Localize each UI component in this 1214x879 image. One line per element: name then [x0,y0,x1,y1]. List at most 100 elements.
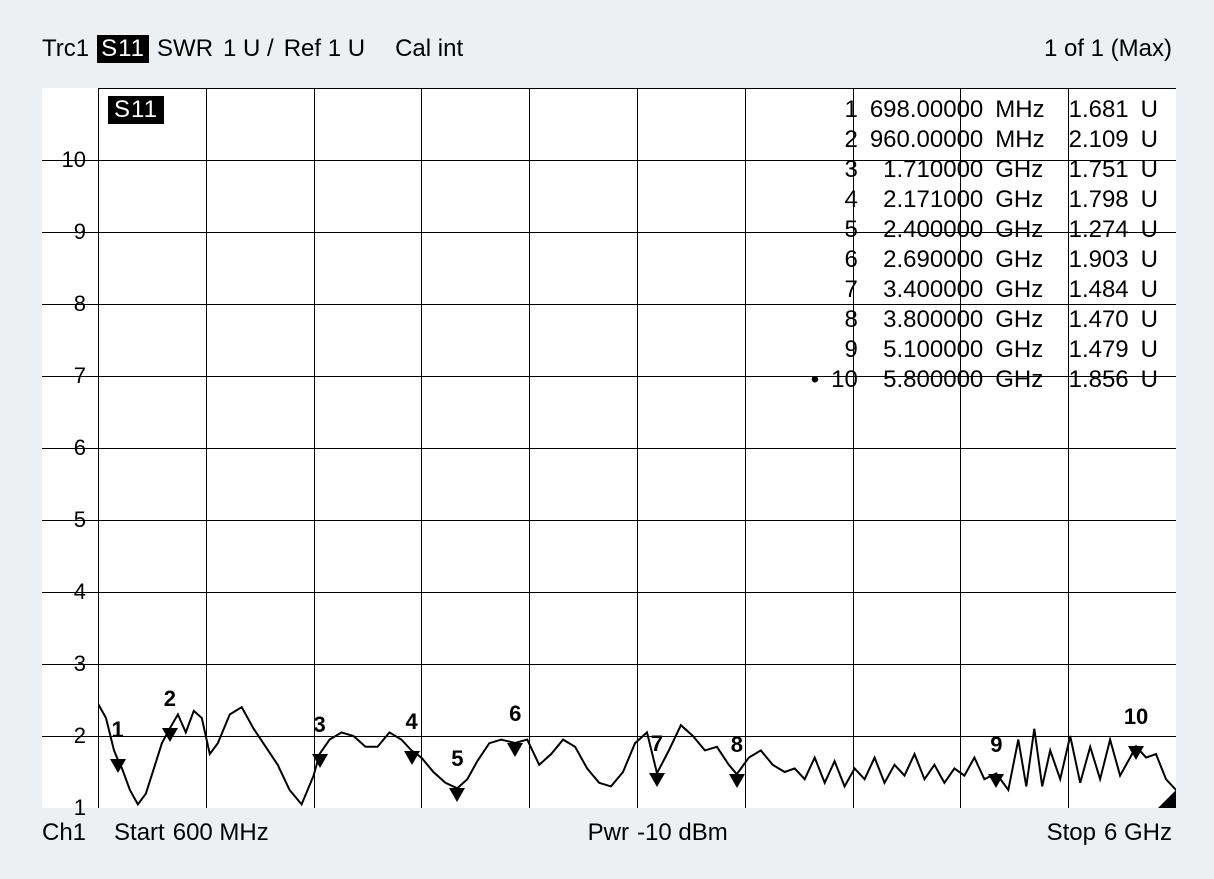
marker-swr-unit: U [1141,336,1158,364]
marker-label: 5 [451,746,463,774]
marker-freq-unit: MHz [995,126,1066,154]
marker-freq-unit: GHz [995,246,1066,274]
marker-label: 9 [990,732,1002,760]
marker-freq-unit: GHz [995,366,1066,394]
marker-label: 1 [111,717,123,745]
marker-active-dot [811,186,829,214]
marker-freq-unit: GHz [995,216,1066,244]
marker-swr: 1.856 [1069,366,1139,394]
channel-id: Ch1 [42,819,86,847]
start-label: Start [114,819,165,847]
marker-active-dot [811,156,829,184]
marker-triangle-icon[interactable] [988,774,1004,788]
marker-row[interactable]: •105.800000GHz1.856U [811,366,1158,394]
marker-swr: 1.751 [1069,156,1139,184]
marker-frequency: 2.400000 [870,216,993,244]
marker-active-dot [811,306,829,334]
marker-number: 5 [831,216,868,244]
marker-triangle-icon[interactable] [404,751,420,765]
calibration-state: Cal int [395,35,463,63]
marker-frequency: 960.00000 [870,126,993,154]
stop-value: 6 GHz [1104,819,1172,847]
marker-active-dot [811,216,829,244]
start-value: 600 MHz [173,819,269,847]
marker-row[interactable]: 83.800000GHz1.470U [811,306,1158,334]
marker-label: 10 [1124,704,1148,732]
marker-freq-unit: GHz [995,336,1066,364]
marker-swr-unit: U [1141,96,1158,124]
marker-row[interactable]: 2960.00000MHz2.109U [811,126,1158,154]
marker-number: 8 [831,306,868,334]
marker-triangle-icon[interactable] [449,788,465,802]
trace-header: Trc1 S11 SWR 1 U / Ref 1 U Cal int 1 of … [42,34,1172,64]
trace-ref: Ref 1 U [284,35,365,63]
marker-number: 2 [831,126,868,154]
marker-row[interactable]: 31.710000GHz1.751U [811,156,1158,184]
stop-label: Stop [1047,819,1096,847]
marker-swr: 2.109 [1069,126,1139,154]
marker-number: 10 [831,366,868,394]
marker-frequency: 5.800000 [870,366,993,394]
marker-swr: 1.484 [1069,276,1139,304]
marker-freq-unit: GHz [995,156,1066,184]
marker-row[interactable]: 73.400000GHz1.484U [811,276,1158,304]
power-value: -10 dBm [637,819,728,847]
marker-number: 4 [831,186,868,214]
marker-triangle-icon[interactable] [312,754,328,768]
marker-number: 1 [831,96,868,124]
trace-scale: 1 U / [223,35,274,63]
marker-active-dot [811,96,829,124]
trace-id: Trc1 [42,35,89,63]
trace-badge: S11 [108,96,164,124]
power-label: Pwr [588,819,629,847]
channel-footer: Ch1 Start 600 MHz Pwr -10 dBm Stop 6 GHz [42,818,1172,848]
marker-swr: 1.798 [1069,186,1139,214]
marker-frequency: 3.400000 [870,276,993,304]
marker-frequency: 698.00000 [870,96,993,124]
marker-triangle-icon[interactable] [162,728,178,742]
marker-label: 4 [405,709,417,737]
page-indicator: 1 of 1 (Max) [1044,35,1172,63]
marker-label: 7 [651,731,663,759]
marker-number: 9 [831,336,868,364]
marker-triangle-icon[interactable] [110,759,126,773]
marker-swr-unit: U [1141,126,1158,154]
marker-swr-unit: U [1141,276,1158,304]
marker-row[interactable]: 42.171000GHz1.798U [811,186,1158,214]
marker-row[interactable]: 62.690000GHz1.903U [811,246,1158,274]
trace-format: SWR [157,35,213,63]
marker-swr: 1.470 [1069,306,1139,334]
marker-triangle-icon[interactable] [729,774,745,788]
marker-active-dot: • [811,366,829,394]
marker-freq-unit: GHz [995,276,1066,304]
marker-swr-unit: U [1141,216,1158,244]
marker-freq-unit: MHz [995,96,1066,124]
marker-swr-unit: U [1141,156,1158,184]
marker-number: 7 [831,276,868,304]
marker-swr-unit: U [1141,186,1158,214]
marker-swr-unit: U [1141,306,1158,334]
marker-swr: 1.903 [1069,246,1139,274]
marker-swr: 1.681 [1069,96,1139,124]
marker-table: 1698.00000MHz1.681U2960.00000MHz2.109U31… [809,94,1160,396]
marker-label: 2 [164,686,176,714]
marker-label: 3 [313,712,325,740]
marker-active-dot [811,126,829,154]
marker-label: 8 [731,732,743,760]
marker-frequency: 1.710000 [870,156,993,184]
chart-area: S11 12345678910 12345678910 1698.00000MH… [42,88,1176,808]
marker-number: 6 [831,246,868,274]
marker-row[interactable]: 1698.00000MHz1.681U [811,96,1158,124]
marker-number: 3 [831,156,868,184]
marker-label: 6 [509,701,521,729]
marker-row[interactable]: 95.100000GHz1.479U [811,336,1158,364]
marker-frequency: 2.690000 [870,246,993,274]
marker-row[interactable]: 52.400000GHz1.274U [811,216,1158,244]
marker-freq-unit: GHz [995,306,1066,334]
marker-triangle-icon[interactable] [649,773,665,787]
marker-swr: 1.479 [1069,336,1139,364]
s-parameter-badge: S11 [97,35,149,63]
marker-triangle-icon[interactable] [1128,746,1144,760]
marker-triangle-icon[interactable] [507,743,523,757]
marker-frequency: 5.100000 [870,336,993,364]
